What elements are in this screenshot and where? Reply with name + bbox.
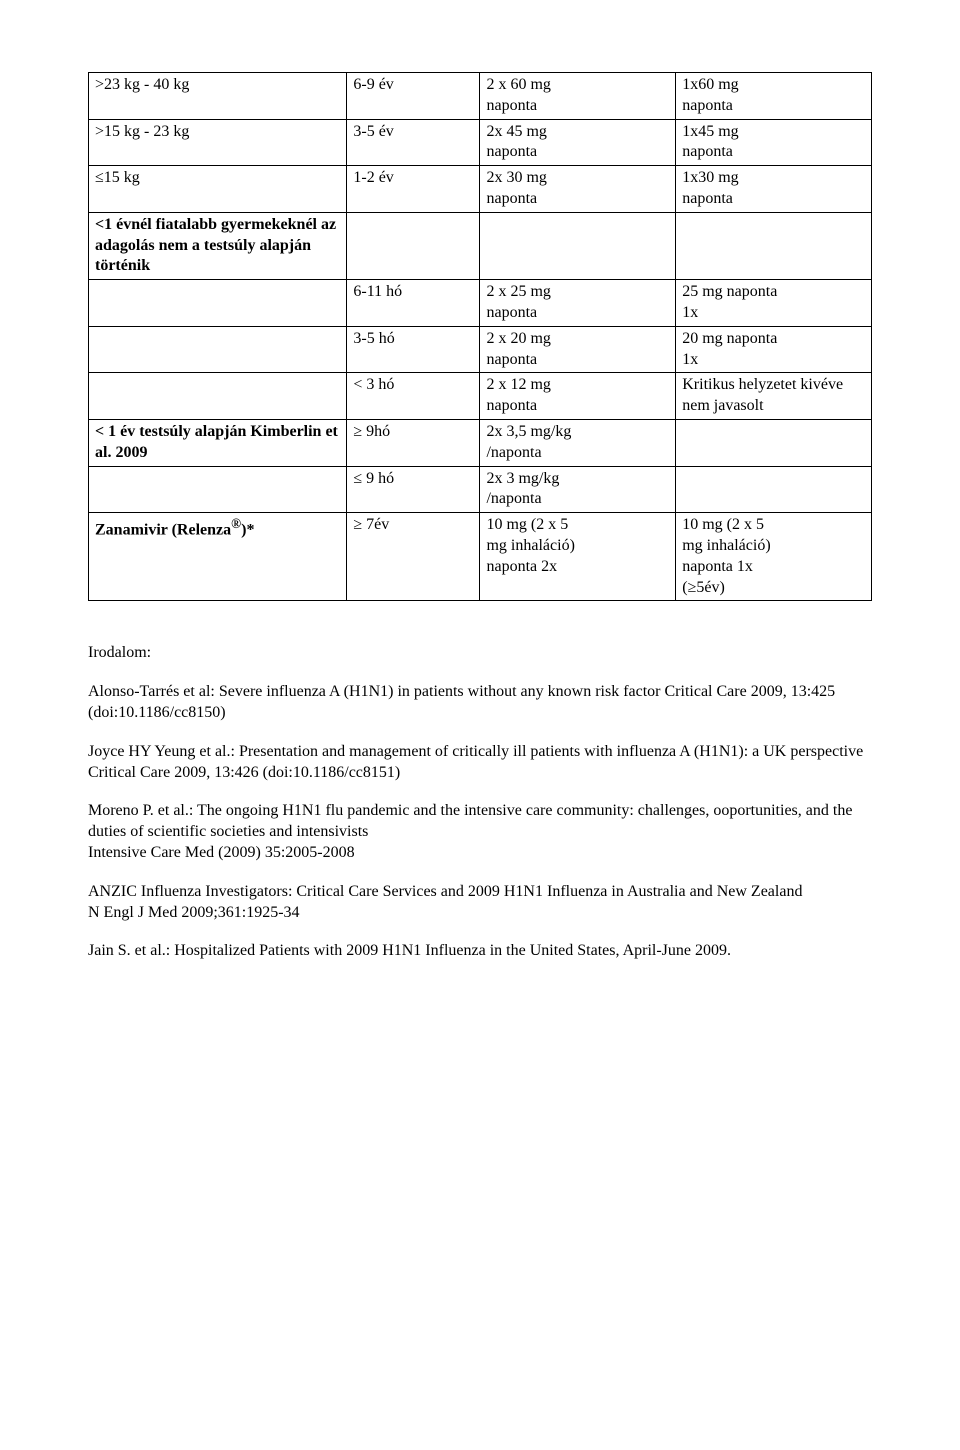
table-cell (89, 466, 347, 513)
table-row: Zanamivir (Relenza®)*≥ 7év10 mg (2 x 5 m… (89, 513, 872, 601)
table-cell (347, 212, 480, 279)
reference-item: ANZIC Influenza Investigators: Critical … (88, 882, 872, 924)
table-row: >15 kg - 23 kg3-5 év2x 45 mg naponta1x45… (89, 119, 872, 166)
table-cell: Kritikus helyzetet kivéve nem javasolt (676, 373, 872, 420)
table-cell: >23 kg - 40 kg (89, 73, 347, 120)
table-cell: Zanamivir (Relenza®)* (89, 513, 347, 601)
table-cell: 1-2 év (347, 166, 480, 213)
table-cell (480, 212, 676, 279)
table-row: 6-11 hó2 x 25 mg naponta25 mg naponta 1x (89, 280, 872, 327)
table-cell: 6-9 év (347, 73, 480, 120)
table-cell (89, 373, 347, 420)
table-row: <1 évnél fiatalabb gyermekeknél az adago… (89, 212, 872, 279)
table-cell: 2 x 25 mg naponta (480, 280, 676, 327)
table-cell: 2 x 60 mg naponta (480, 73, 676, 120)
table-row: < 1 év testsúly alapján Kimberlin et al.… (89, 419, 872, 466)
reference-item: Alonso-Tarrés et al: Severe influenza A … (88, 682, 872, 724)
table-cell: 1x30 mg naponta (676, 166, 872, 213)
table-cell: 1x60 mg naponta (676, 73, 872, 120)
table-cell: 3-5 év (347, 119, 480, 166)
reference-item: Joyce HY Yeung et al.: Presentation and … (88, 742, 872, 784)
table-cell: 1x45 mg naponta (676, 119, 872, 166)
table-cell: 6-11 hó (347, 280, 480, 327)
table-cell: >15 kg - 23 kg (89, 119, 347, 166)
table-cell: < 3 hó (347, 373, 480, 420)
reference-item: Jain S. et al.: Hospitalized Patients wi… (88, 941, 872, 962)
table-cell (89, 326, 347, 373)
references-heading: Irodalom: (88, 643, 872, 664)
table-cell: 20 mg naponta 1x (676, 326, 872, 373)
table-cell: 2 x 20 mg naponta (480, 326, 676, 373)
table-cell: ≤ 9 hó (347, 466, 480, 513)
table-cell: 25 mg naponta 1x (676, 280, 872, 327)
table-cell: ≥ 9hó (347, 419, 480, 466)
table-cell: 10 mg (2 x 5 mg inhaláció) naponta 2x (480, 513, 676, 601)
dosage-table: >23 kg - 40 kg6-9 év2 x 60 mg naponta1x6… (88, 72, 872, 601)
table-cell: 2 x 12 mg naponta (480, 373, 676, 420)
table-cell: 2x 30 mg naponta (480, 166, 676, 213)
table-cell (676, 466, 872, 513)
table-cell (676, 212, 872, 279)
table-cell: 2x 45 mg naponta (480, 119, 676, 166)
table-cell (676, 419, 872, 466)
references-list: Alonso-Tarrés et al: Severe influenza A … (88, 682, 872, 962)
table-cell: <1 évnél fiatalabb gyermekeknél az adago… (89, 212, 347, 279)
table-cell: 10 mg (2 x 5 mg inhaláció) naponta 1x (≥… (676, 513, 872, 601)
references-section: Irodalom: Alonso-Tarrés et al: Severe in… (88, 643, 872, 962)
reference-item: Moreno P. et al.: The ongoing H1N1 flu p… (88, 801, 872, 863)
table-cell: < 1 év testsúly alapján Kimberlin et al.… (89, 419, 347, 466)
table-cell (89, 280, 347, 327)
table-row: ≤ 9 hó2x 3 mg/kg /naponta (89, 466, 872, 513)
table-cell: ≤15 kg (89, 166, 347, 213)
table-cell: 2x 3,5 mg/kg /naponta (480, 419, 676, 466)
table-row: ≤15 kg1-2 év2x 30 mg naponta1x30 mg napo… (89, 166, 872, 213)
table-cell: ≥ 7év (347, 513, 480, 601)
table-cell: 3-5 hó (347, 326, 480, 373)
dosage-table-body: >23 kg - 40 kg6-9 év2 x 60 mg naponta1x6… (89, 73, 872, 601)
table-row: >23 kg - 40 kg6-9 év2 x 60 mg naponta1x6… (89, 73, 872, 120)
table-cell: 2x 3 mg/kg /naponta (480, 466, 676, 513)
table-row: 3-5 hó2 x 20 mg naponta20 mg naponta 1x (89, 326, 872, 373)
table-row: < 3 hó2 x 12 mg napontaKritikus helyzete… (89, 373, 872, 420)
